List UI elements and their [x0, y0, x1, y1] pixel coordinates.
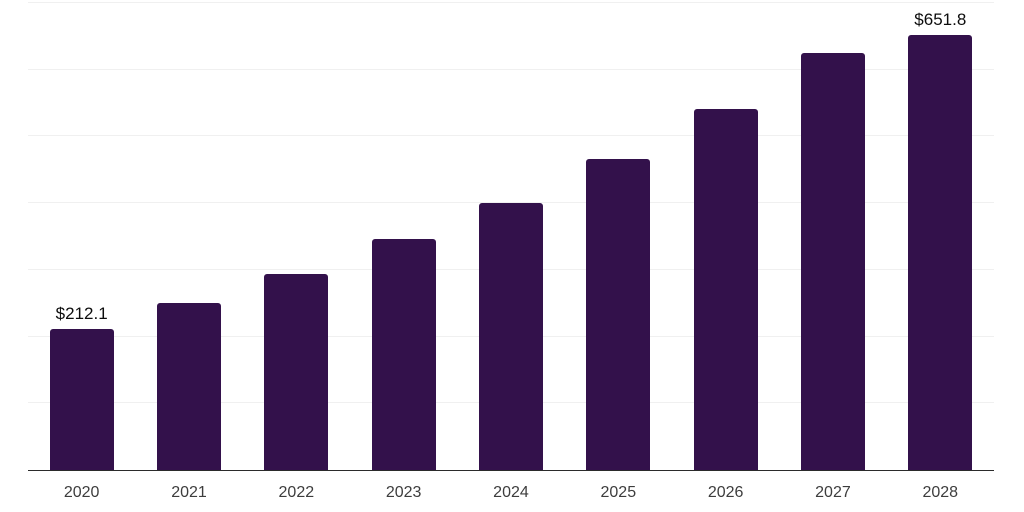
bar-2020: [49, 328, 114, 470]
x-tick-label-2025: 2025: [600, 484, 637, 501]
gridline: [28, 202, 994, 204]
bar-2025: [586, 158, 651, 470]
bar-2021: [156, 302, 221, 470]
bar-2022: [264, 274, 329, 470]
bar-slot-2026: [672, 3, 779, 470]
bar-slot-2021: [135, 3, 242, 470]
bar-slot-2022: [243, 3, 350, 470]
gridline: [28, 68, 994, 70]
gridline: [28, 135, 994, 137]
x-tick-label-2028: 2028: [922, 484, 959, 501]
plot-area: $212.1 $651.8: [28, 2, 994, 471]
x-tick-label-2024: 2024: [493, 484, 529, 501]
bar-2023: [371, 239, 436, 470]
bar-slot-2025: [565, 3, 672, 470]
x-tick-label-2020: 2020: [63, 484, 100, 501]
bar-2024: [478, 202, 543, 470]
bar-slot-2024: [457, 3, 564, 470]
x-tick-label-2021: 2021: [171, 484, 207, 501]
bar-value-label-2028: $651.8: [914, 10, 967, 30]
bar-2028: [908, 35, 973, 470]
x-tick-label-2022: 2022: [278, 484, 315, 501]
bar-2026: [693, 109, 758, 470]
bar-value-label-2020: $212.1: [55, 303, 108, 323]
bar-slot-2028: $651.8: [887, 3, 994, 470]
bar-slot-2020: $212.1: [28, 3, 135, 470]
x-axis-tick-labels: 2020 2021 2022 2023 2024 2025 2026 2027 2028: [28, 472, 994, 502]
gridline: [28, 2, 994, 3]
x-tick-label-2026: 2026: [707, 484, 744, 501]
x-tick-label-2023: 2023: [385, 484, 422, 501]
x-tick-label-2027: 2027: [815, 484, 851, 501]
bar-2027: [800, 53, 865, 470]
bar-slot-2023: [350, 3, 457, 470]
bar-slot-2027: [779, 3, 886, 470]
bars-layer: $212.1 $651.8: [28, 3, 994, 470]
